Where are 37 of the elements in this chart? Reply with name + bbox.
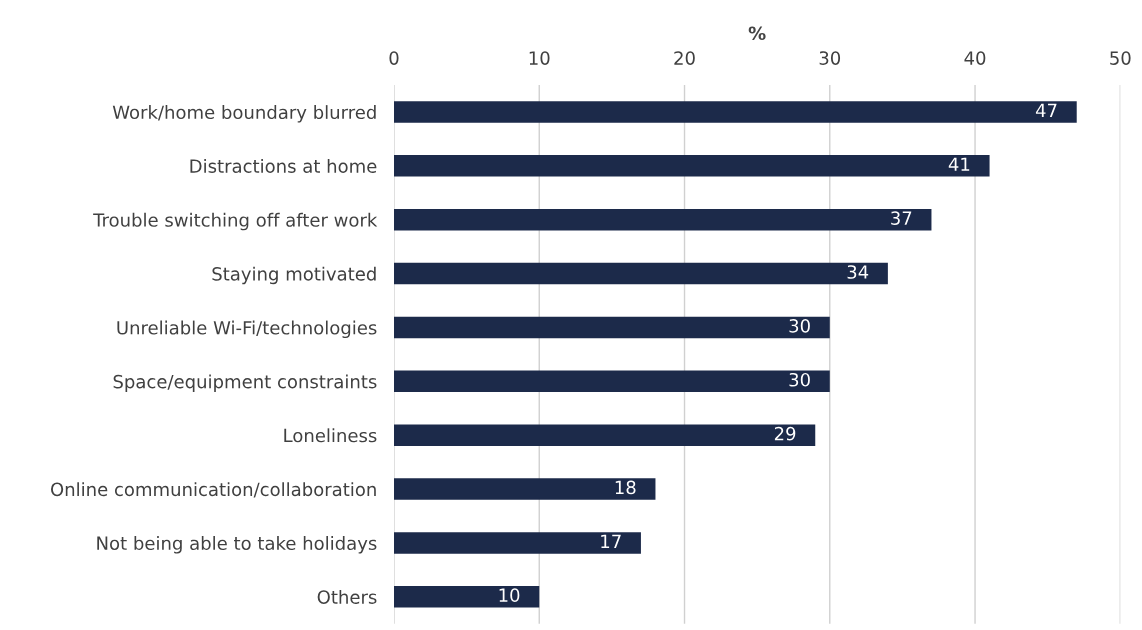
x-tick-label: 50 <box>1110 51 1131 65</box>
y-tick-label: Unreliable Wi-Fi/technologies <box>117 320 377 339</box>
data-label: 41 <box>948 157 970 171</box>
y-tick-label: Distractions at home <box>190 158 377 173</box>
data-label: 34 <box>847 265 869 279</box>
bar <box>393 208 932 231</box>
data-label: 17 <box>601 534 621 548</box>
bar <box>393 262 888 285</box>
y-tick-label: Loneliness <box>284 428 377 443</box>
data-label: 47 <box>1035 103 1057 117</box>
bar <box>393 155 990 177</box>
y-tick-label: Online communication/collaboration <box>50 482 376 498</box>
x-tick-label: 0 <box>389 51 399 65</box>
x-tick-label: 10 <box>529 51 550 65</box>
y-tick-label: Space/equipment constraints <box>113 374 377 392</box>
y-tick-label: Not being able to take holidays <box>97 536 377 554</box>
bar <box>393 370 830 393</box>
data-label: 30 <box>789 372 810 387</box>
data-label: 30 <box>789 319 810 333</box>
x-tick-label: 30 <box>819 51 841 65</box>
data-label: 18 <box>615 480 636 495</box>
bar <box>393 532 641 554</box>
y-tick-label: Trouble switching off after work <box>93 212 378 231</box>
bar <box>393 585 540 608</box>
bar <box>393 424 816 446</box>
x-tick-label: 40 <box>964 51 986 65</box>
data-label: 10 <box>499 588 520 603</box>
bar <box>393 316 830 339</box>
bar <box>393 101 1077 123</box>
y-tick-label: Work/home boundary blurred <box>112 105 376 123</box>
data-label: 29 <box>774 426 796 441</box>
y-tick-label: Staying motivated <box>212 266 376 285</box>
y-tick-label: Others <box>317 589 377 604</box>
bar <box>393 478 656 500</box>
data-label: 37 <box>891 211 912 225</box>
x-tick-label: 20 <box>674 51 695 65</box>
x-axis-title: % <box>748 26 766 41</box>
